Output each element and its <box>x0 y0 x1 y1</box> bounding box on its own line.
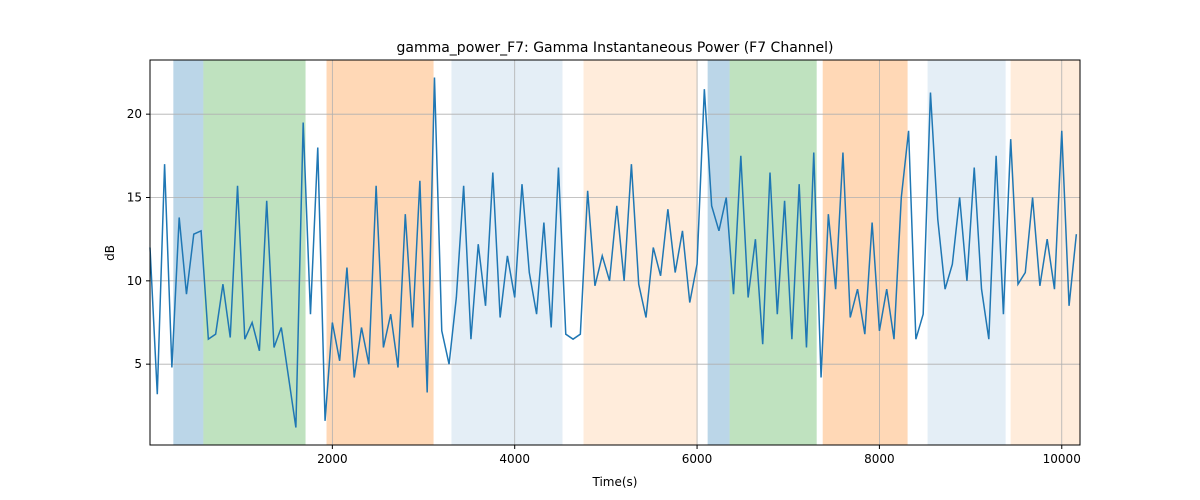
shaded-span <box>173 60 204 445</box>
y-tick-label: 10 <box>127 274 142 288</box>
x-tick-label: 6000 <box>682 452 713 466</box>
shaded-span <box>326 60 434 445</box>
y-tick-label: 5 <box>134 357 142 371</box>
chart-title: gamma_power_F7: Gamma Instantaneous Powe… <box>396 40 833 56</box>
plot-frame <box>149 59 1081 446</box>
x-tick-label: 10000 <box>1043 452 1081 466</box>
x-tick-label: 4000 <box>499 452 530 466</box>
y-tick-label: 20 <box>127 107 142 121</box>
y-axis-label: dB <box>103 245 117 261</box>
shaded-span <box>451 60 563 445</box>
shaded-span <box>583 60 698 445</box>
x-tick-label: 8000 <box>864 452 895 466</box>
shaded-span <box>707 60 730 445</box>
y-tick-label: 15 <box>127 191 142 205</box>
shaded-span <box>822 60 908 445</box>
shaded-span <box>729 60 817 445</box>
data-line <box>149 77 1078 428</box>
x-tick-label: 2000 <box>317 452 348 466</box>
x-axis-label: Time(s) <box>592 475 638 489</box>
shaded-span <box>927 60 1006 445</box>
